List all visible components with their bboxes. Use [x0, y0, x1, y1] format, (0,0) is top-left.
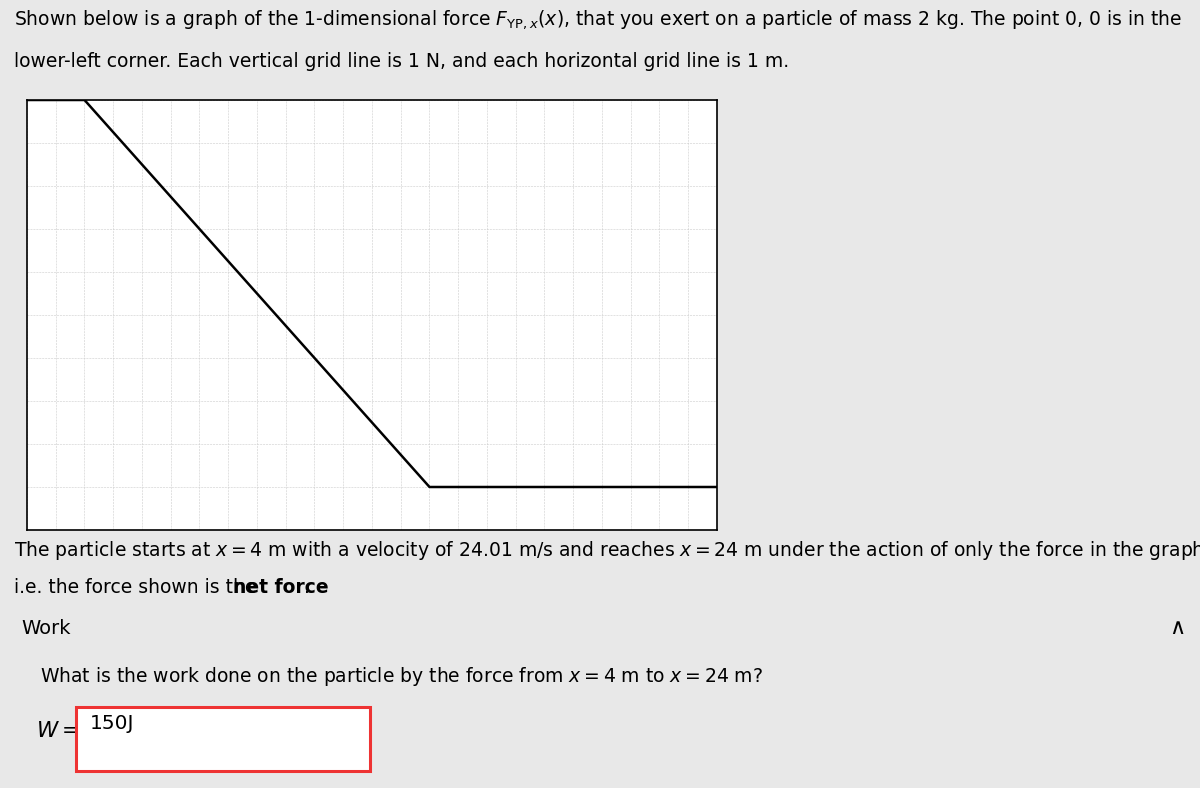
Text: i.e. the force shown is the: i.e. the force shown is the	[14, 578, 263, 597]
Text: What is the work done on the particle by the force from $x = 4$ m to $x = 24$ m?: What is the work done on the particle by…	[40, 665, 762, 688]
Text: .: .	[304, 578, 310, 597]
Text: $W =$: $W =$	[36, 721, 79, 741]
FancyBboxPatch shape	[76, 707, 370, 771]
Text: lower-left corner. Each vertical grid line is 1 N, and each horizontal grid line: lower-left corner. Each vertical grid li…	[14, 52, 790, 71]
Text: ∧: ∧	[1169, 618, 1186, 638]
Text: 150J: 150J	[90, 714, 134, 733]
Text: Work: Work	[22, 619, 71, 637]
Text: Shown below is a graph of the 1-dimensional force $F_{\mathrm{YP},x}(x)$, that y: Shown below is a graph of the 1-dimensio…	[14, 8, 1183, 31]
Text: net force: net force	[233, 578, 329, 597]
Text: The particle starts at $x = 4$ m with a velocity of 24.01 m/s and reaches $x = 2: The particle starts at $x = 4$ m with a …	[14, 538, 1200, 562]
